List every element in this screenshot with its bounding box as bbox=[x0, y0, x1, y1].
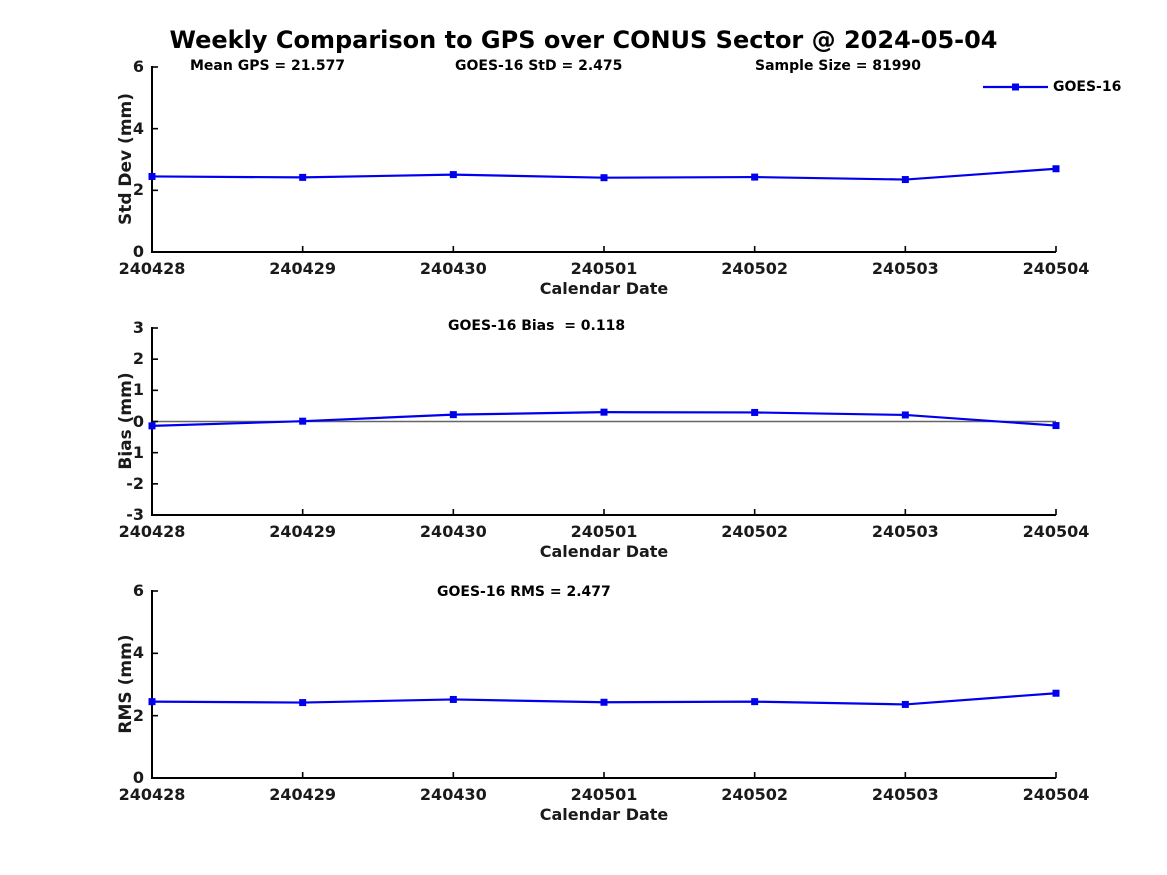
data-point-marker bbox=[1052, 165, 1060, 173]
data-point-marker bbox=[600, 698, 608, 706]
annotation-goes16-bias: GOES-16 Bias = 0.118 bbox=[448, 318, 626, 334]
x-tick-label: 240501 bbox=[570, 785, 638, 804]
data-point-marker bbox=[299, 173, 307, 181]
y-tick-label: -3 bbox=[126, 505, 144, 524]
x-axis-label-rms: Calendar Date bbox=[539, 805, 669, 824]
y-tick-label: 2 bbox=[132, 349, 144, 369]
y-tick-label: 2 bbox=[132, 180, 144, 200]
x-tick-label: 240429 bbox=[269, 785, 337, 804]
x-tick-label: 240503 bbox=[871, 785, 939, 804]
data-point-marker bbox=[600, 408, 608, 416]
y-tick-label: -2 bbox=[126, 473, 144, 493]
y-tick-label: 2 bbox=[132, 705, 144, 725]
x-axis-label-stddev: Calendar Date bbox=[539, 279, 669, 298]
y-tick-label: 1 bbox=[132, 380, 144, 400]
data-point-marker bbox=[751, 698, 759, 706]
data-point-marker bbox=[148, 698, 156, 706]
legend-label-goes16: GOES-16 bbox=[1053, 79, 1122, 95]
y-tick-label: 6 bbox=[132, 581, 144, 600]
x-tick-label: 240504 bbox=[1022, 522, 1090, 541]
x-tick-label: 240502 bbox=[721, 259, 789, 278]
x-tick-label: 240504 bbox=[1022, 259, 1090, 278]
data-point-marker bbox=[1052, 689, 1060, 697]
x-tick-label: 240430 bbox=[419, 785, 487, 804]
annotation-goes16-rms: GOES-16 RMS = 2.477 bbox=[437, 584, 611, 600]
data-point-marker bbox=[1052, 422, 1060, 430]
annotation-mean-gps: Mean GPS = 21.577 bbox=[190, 58, 346, 74]
x-tick-label: 240503 bbox=[871, 522, 939, 541]
x-tick-label: 240428 bbox=[118, 259, 186, 278]
data-point-marker bbox=[600, 174, 608, 182]
y-tick-label: 0 bbox=[132, 768, 144, 787]
x-tick-label: 240430 bbox=[419, 259, 487, 278]
data-point-marker bbox=[449, 695, 457, 703]
annotation-goes16-std: GOES-16 StD = 2.475 bbox=[455, 58, 623, 74]
y-tick-label: 4 bbox=[132, 643, 144, 663]
x-tick-label: 240430 bbox=[419, 522, 487, 541]
y-tick-label: 4 bbox=[132, 118, 144, 138]
x-tick-label: 240502 bbox=[721, 785, 789, 804]
x-tick-label: 240504 bbox=[1022, 785, 1090, 804]
x-axis-label-bias: Calendar Date bbox=[539, 542, 669, 561]
annotation-sample-size: Sample Size = 81990 bbox=[755, 58, 922, 74]
data-point-marker bbox=[148, 422, 156, 430]
y-axis-label-stddev: Std Dev (mm) bbox=[116, 92, 136, 226]
x-tick-label: 240429 bbox=[269, 259, 337, 278]
chart-title: Weekly Comparison to GPS over CONUS Sect… bbox=[169, 26, 998, 54]
x-tick-label: 240428 bbox=[118, 785, 186, 804]
x-tick-label: 240503 bbox=[871, 259, 939, 278]
x-tick-label: 240501 bbox=[570, 522, 638, 541]
data-point-marker bbox=[901, 411, 909, 419]
y-tick-label: 6 bbox=[132, 57, 144, 76]
x-tick-label: 240502 bbox=[721, 522, 789, 541]
data-point-marker bbox=[449, 411, 457, 419]
y-tick-label: 0 bbox=[132, 411, 144, 431]
legend-sample-marker bbox=[1012, 83, 1019, 91]
data-point-marker bbox=[901, 176, 909, 184]
y-tick-label: -1 bbox=[126, 442, 144, 462]
data-point-marker bbox=[449, 171, 457, 179]
data-point-marker bbox=[901, 700, 909, 708]
x-tick-label: 240501 bbox=[570, 259, 638, 278]
data-point-marker bbox=[751, 173, 759, 181]
x-tick-label: 240428 bbox=[118, 522, 186, 541]
data-point-marker bbox=[299, 417, 307, 425]
y-tick-label: 0 bbox=[132, 242, 144, 261]
data-point-marker bbox=[299, 699, 307, 707]
x-tick-label: 240429 bbox=[269, 522, 337, 541]
data-point-marker bbox=[148, 172, 156, 180]
y-tick-label: 3 bbox=[132, 318, 144, 337]
data-point-marker bbox=[751, 408, 759, 416]
